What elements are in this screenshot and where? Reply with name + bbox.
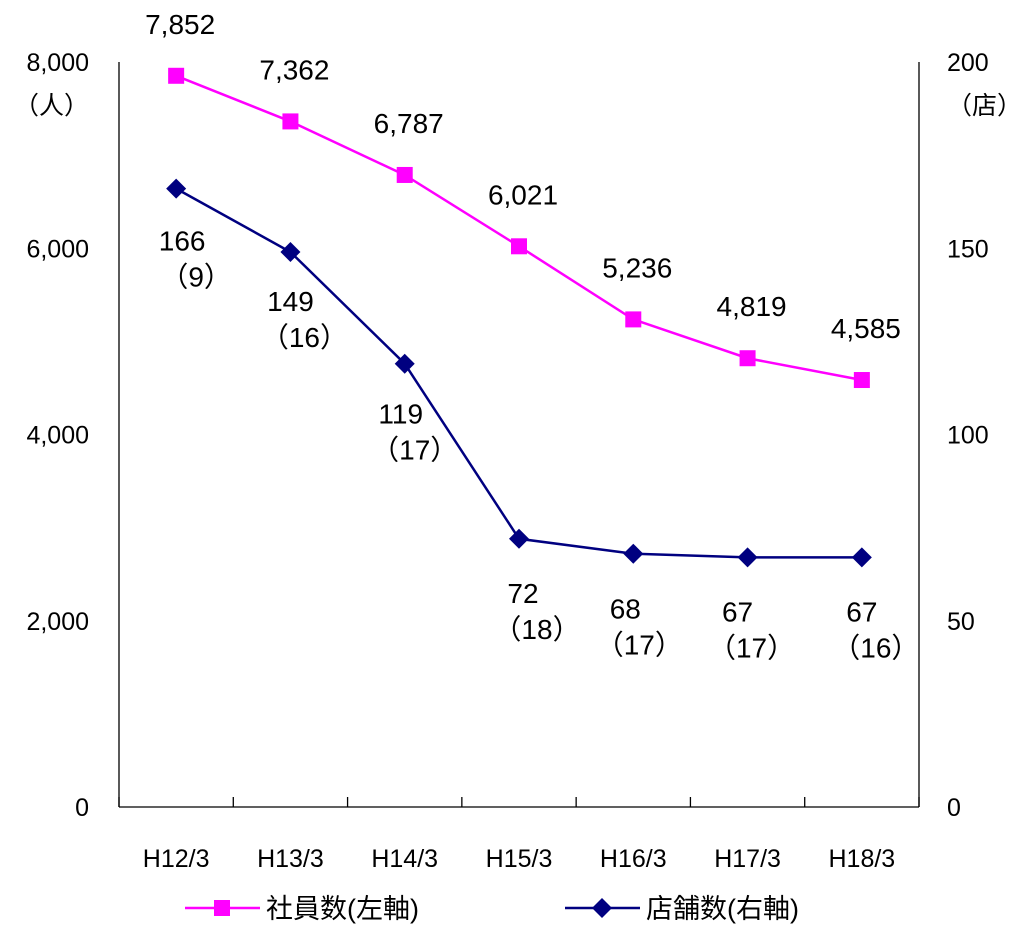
left-tick-label: 4,000 xyxy=(26,422,89,450)
right-tick-label: 150 xyxy=(947,235,989,263)
left-tick-label: 8,000 xyxy=(26,49,89,77)
data-point-employees xyxy=(511,238,527,255)
data-point-stores xyxy=(737,547,758,568)
data-label-stores: 67 xyxy=(846,596,877,627)
left-axis-ticks: 0 2,000 4,000 6,000 8,000 xyxy=(26,49,89,822)
category-label: H16/3 xyxy=(600,845,667,873)
legend-swatch-marker-stores xyxy=(592,898,612,918)
right-axis-unit: （店） xyxy=(947,92,1020,120)
data-sublabel-stores: （9） xyxy=(160,262,232,293)
category-label: H12/3 xyxy=(143,845,210,873)
data-label-stores: 166 xyxy=(159,226,206,257)
category-label: H15/3 xyxy=(486,845,553,873)
legend: 社員数(左軸) 店舗数(右軸) xyxy=(185,894,799,924)
legend-swatch-marker-employees xyxy=(214,900,230,916)
data-sublabel-stores: （18） xyxy=(493,614,580,645)
data-sublabel-stores: （17） xyxy=(708,632,795,663)
data-sublabel-stores: （17） xyxy=(596,630,683,661)
category-label: H13/3 xyxy=(257,845,324,873)
data-label-employees: 7,852 xyxy=(145,9,215,40)
legend-label-stores: 店舗数(右軸) xyxy=(646,894,799,924)
data-sublabel-stores: （16） xyxy=(832,632,919,663)
axes xyxy=(118,62,920,808)
data-sublabel-stores: （16） xyxy=(261,322,348,353)
data-label-employees: 5,236 xyxy=(602,252,672,283)
data-point-employees xyxy=(282,113,299,130)
left-tick-label: 2,000 xyxy=(26,608,89,636)
category-label: H17/3 xyxy=(714,845,781,873)
data-label-stores: 149 xyxy=(267,286,314,317)
data-label-stores: 68 xyxy=(610,594,641,625)
data-labels-layer: 7,852 7,362 6,787 6,021 5,236 4,819 4,585 166 （9… xyxy=(145,9,919,664)
data-point-employees xyxy=(168,67,185,84)
category-labels: H12/3 H13/3 H14/3 H15/3 H16/3 H17/3 H18/3 xyxy=(143,845,895,873)
series-layer xyxy=(166,67,872,568)
right-tick-label: 100 xyxy=(947,422,989,450)
data-label-employees: 4,819 xyxy=(717,291,787,322)
legend-label-employees: 社員数(左軸) xyxy=(266,894,419,924)
right-tick-label: 0 xyxy=(947,794,961,822)
data-point-stores xyxy=(509,528,529,549)
data-label-stores: 67 xyxy=(722,596,753,627)
left-axis-unit: （人） xyxy=(14,92,89,120)
data-point-stores xyxy=(623,543,644,564)
data-point-stores xyxy=(166,178,187,199)
data-label-employees: 6,021 xyxy=(488,179,558,210)
data-sublabel-stores: （17） xyxy=(371,435,458,466)
data-label-employees: 4,585 xyxy=(831,313,901,344)
left-tick-label: 0 xyxy=(75,794,89,822)
data-point-stores xyxy=(851,547,872,568)
data-point-employees xyxy=(853,372,870,389)
data-point-employees xyxy=(396,166,413,183)
data-point-employees xyxy=(625,311,642,328)
right-tick-label: 50 xyxy=(947,608,975,636)
right-tick-label: 200 xyxy=(947,49,989,77)
data-label-employees: 7,362 xyxy=(259,54,329,85)
right-axis-ticks: 0 50 100 150 200 xyxy=(947,49,989,822)
data-point-stores xyxy=(280,241,301,262)
data-label-stores: 72 xyxy=(507,578,538,609)
data-label-stores: 119 xyxy=(378,399,423,430)
data-point-stores xyxy=(394,353,415,374)
data-point-employees xyxy=(739,350,756,367)
data-label-employees: 6,787 xyxy=(374,108,444,139)
left-tick-label: 6,000 xyxy=(26,235,89,263)
category-label: H14/3 xyxy=(371,845,438,873)
category-label: H18/3 xyxy=(828,845,895,873)
